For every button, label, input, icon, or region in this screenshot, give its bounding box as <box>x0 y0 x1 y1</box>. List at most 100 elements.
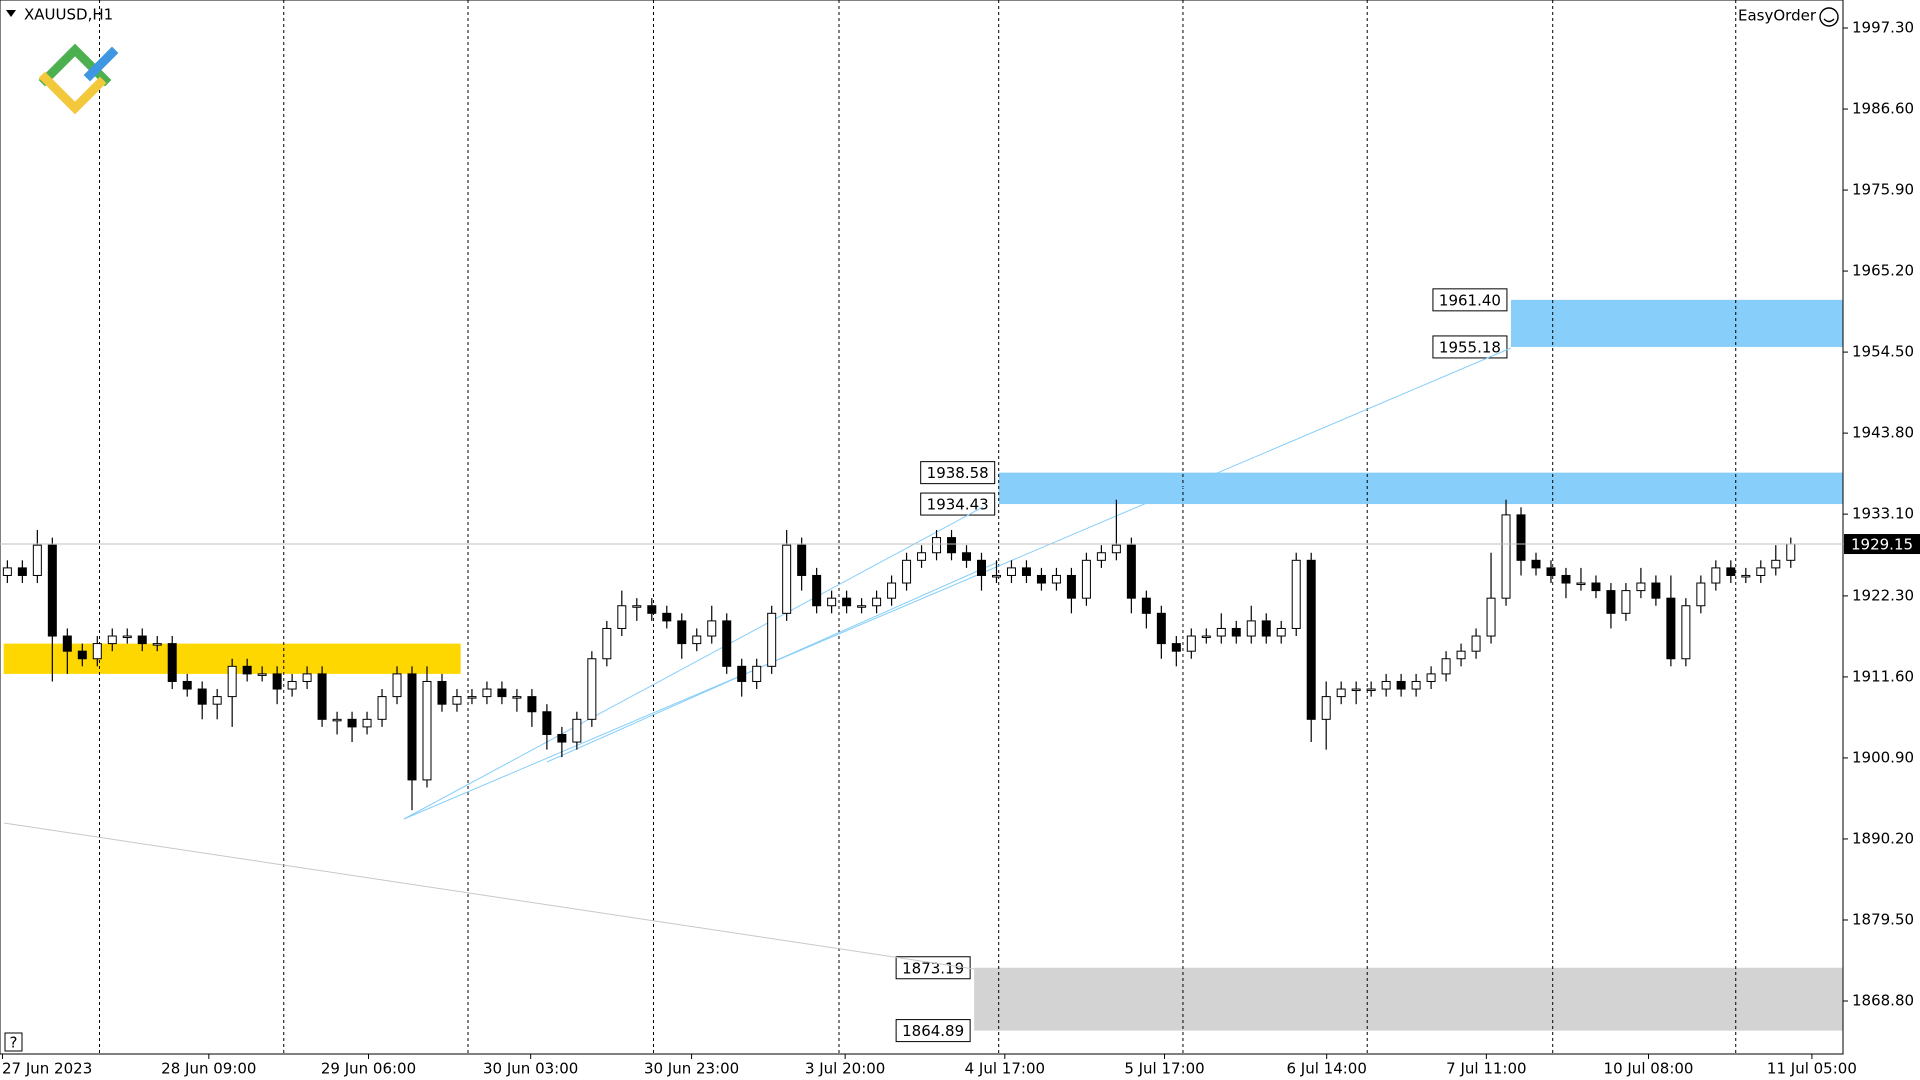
candle-body <box>92 643 102 660</box>
candle-body <box>947 537 957 554</box>
candle-body <box>962 552 972 561</box>
candle-body <box>512 696 522 699</box>
candle-body <box>782 544 792 614</box>
current-price-box <box>1844 534 1920 555</box>
logo-yellow <box>38 71 107 115</box>
candle-body <box>227 665 237 698</box>
smiley[interactable] <box>1819 7 1839 27</box>
candle-body <box>647 605 657 614</box>
candle-body <box>1531 559 1541 569</box>
smiley-mouth[interactable] <box>1823 18 1835 23</box>
candle-body <box>1546 567 1556 576</box>
candle-body <box>1351 688 1361 692</box>
symbol-arrow[interactable] <box>6 10 16 17</box>
candle-body <box>287 680 297 690</box>
candle-body <box>752 665 762 682</box>
x-tick-label: 27 Jun 2023 <box>2 1060 92 1078</box>
candle-body <box>677 620 687 645</box>
candle-body <box>62 635 72 652</box>
candle-body <box>1321 696 1331 720</box>
candle-body <box>557 733 567 743</box>
candle-body <box>872 597 882 607</box>
candle-body <box>242 665 252 675</box>
current-price-label: 1929.15 <box>1851 536 1913 554</box>
candle-body <box>152 643 162 646</box>
candle-body <box>392 673 402 698</box>
candle-body <box>422 680 432 781</box>
candle-body <box>767 612 777 667</box>
y-tick-label: 1954.50 <box>1852 343 1914 361</box>
x-tick-label: 7 Jul 11:00 <box>1446 1060 1526 1078</box>
x-tick-label: 10 Jul 08:00 <box>1604 1060 1694 1078</box>
candle-body <box>692 635 702 645</box>
x-tick-label: 28 Jun 09:00 <box>161 1060 256 1078</box>
candle-body <box>797 544 807 576</box>
candle-body <box>572 718 582 743</box>
candle-body <box>976 559 986 576</box>
candle-body <box>857 605 867 608</box>
candle-body <box>1591 582 1601 592</box>
smiley-face[interactable] <box>1819 7 1839 27</box>
candle-body <box>1501 514 1511 599</box>
candle-body <box>1396 680 1406 690</box>
zone-price-box <box>895 1019 971 1043</box>
candle-body <box>1051 574 1061 584</box>
candle-body <box>1426 673 1436 682</box>
candle-body <box>1786 543 1796 561</box>
x-tick-label: 11 Jul 05:00 <box>1767 1060 1857 1078</box>
candle-body <box>1066 574 1076 599</box>
candle-body <box>1516 514 1526 561</box>
zone <box>974 967 1843 1031</box>
candle-body <box>1246 620 1256 637</box>
y-tick-label: 1890.20 <box>1852 829 1914 847</box>
candle-body <box>257 673 267 676</box>
y-tick-label: 1997.30 <box>1852 19 1914 37</box>
easyorder-button[interactable]: EasyOrder <box>1738 7 1817 25</box>
zone-price-label: 1864.89 <box>902 1022 964 1040</box>
candle-body <box>272 673 282 690</box>
candle-body <box>452 696 462 705</box>
candle-body <box>377 696 387 720</box>
candle-body <box>1441 658 1451 675</box>
candle-body <box>632 605 642 608</box>
candle-body <box>182 680 192 690</box>
candle-body <box>47 544 57 637</box>
candle-body <box>122 635 132 639</box>
trendline <box>403 347 1512 820</box>
candle-body <box>1156 612 1166 645</box>
candle-body <box>1006 567 1016 576</box>
candle-body <box>1636 582 1646 592</box>
zone-price-label: 1873.19 <box>902 959 964 977</box>
help-box[interactable] <box>4 1032 23 1052</box>
candle-body <box>1036 574 1046 584</box>
candle-body <box>1621 590 1631 614</box>
plot-frame <box>0 0 1844 1055</box>
candle-body <box>317 673 327 720</box>
candle-body <box>707 620 717 637</box>
candle-body <box>167 643 177 682</box>
trendline <box>3 822 975 970</box>
candle-body <box>1576 582 1586 586</box>
zone-price-label: 1938.58 <box>927 464 989 482</box>
help[interactable]: ? <box>10 1034 18 1052</box>
candle-body <box>1171 643 1181 652</box>
candle-body <box>212 696 222 705</box>
candle-body <box>1021 567 1031 576</box>
candle-body <box>1561 574 1571 584</box>
y-tick-label: 1922.30 <box>1852 586 1914 604</box>
candle-body <box>1456 650 1466 660</box>
y-tick-label: 1868.80 <box>1852 991 1914 1009</box>
candle-body <box>467 696 477 699</box>
y-tick-label: 1943.80 <box>1852 424 1914 442</box>
y-tick-label: 1911.60 <box>1852 667 1914 685</box>
zone-price-label: 1955.18 <box>1439 338 1501 356</box>
candle-body <box>1666 597 1676 660</box>
candle-body <box>1741 574 1751 578</box>
candle-body <box>482 688 492 698</box>
symbol[interactable]: XAUUSD,H1 <box>24 6 113 24</box>
candle-body <box>587 658 597 720</box>
candle-body <box>1471 635 1481 652</box>
candle-body <box>2 567 12 576</box>
candle-body <box>362 718 372 728</box>
